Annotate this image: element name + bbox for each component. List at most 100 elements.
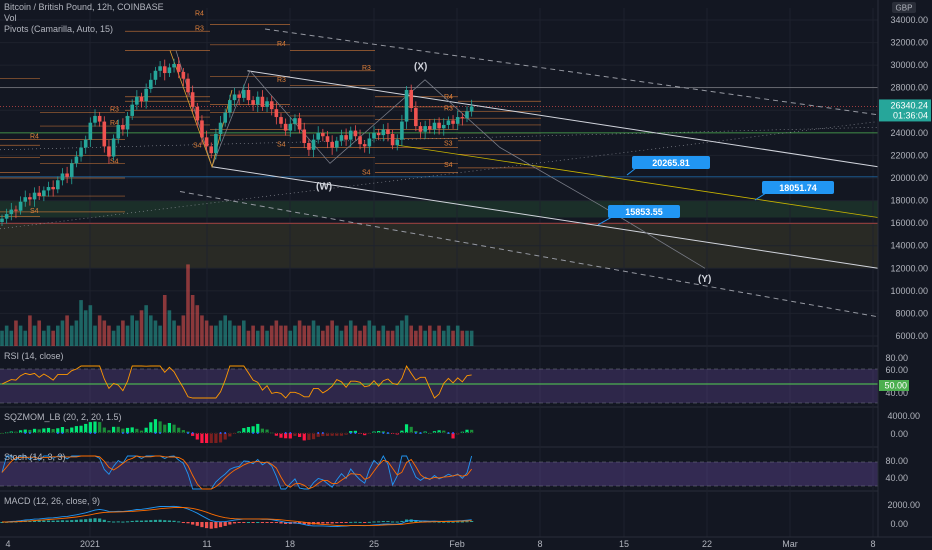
volume-bar [367,320,372,346]
volume-bar [404,315,409,346]
sqzmom-bar [339,433,344,436]
volume-bar [348,320,353,346]
candle-body [37,192,41,197]
volume-bar [446,325,451,346]
macd-histogram-bar [470,521,474,523]
volume-bar [437,325,441,346]
candle-body [149,79,153,89]
sqzmom-bar [51,429,55,433]
x-axis[interactable]: 4 2021 11 18 25 Feb 8 15 22 Mar 8 [0,536,932,549]
sqzmom-bar [279,433,283,438]
candle-body [69,163,74,177]
macd-histogram-bar [335,522,339,524]
volume-bar [274,320,279,346]
candle-body [51,187,55,190]
y-tick-label: 8000.00 [895,308,928,318]
volume-bar [460,330,465,346]
sqzmom-bar [32,428,37,433]
symbol-title[interactable]: Bitcoin / British Pound, 12h, COINBASE [4,2,164,12]
candle-body [437,122,441,129]
sqzmom-label[interactable]: SQZMOM_LB (20, 2, 20, 1.5) [4,412,122,422]
volume-bar [418,325,423,346]
candle-body [274,109,279,118]
callout-box [608,205,680,218]
dashed-upper [264,28,879,116]
candle-body [167,67,172,74]
macd-histogram-bar [205,522,209,529]
candle-body [432,122,437,130]
sqzmom-dot [317,432,320,434]
volume-bar [228,320,232,346]
candle-body [288,123,293,131]
candle-body [74,156,79,164]
macd-histogram-bar [102,519,106,522]
pivot-label: R4 [444,94,453,101]
stoch-d-line [1,455,473,490]
sqzmom-dot [233,432,236,434]
sqzmom-dot [303,432,306,434]
macd-histogram-bar [51,520,55,522]
sqzmom-bar [316,433,320,437]
macd-histogram-bar [377,521,381,523]
candle-body [139,96,144,102]
volume-bar [353,325,358,346]
macd-histogram-bar [298,522,302,524]
macd-histogram-bar [191,522,195,525]
volume-bar [395,325,400,346]
sqzmom-bar [79,425,83,433]
vol-label[interactable]: Vol [4,13,17,23]
macd-histogram-bar [256,521,260,523]
candle-body [339,135,344,141]
candle-body [232,94,237,101]
callout-value: 20265.81 [652,158,690,168]
macd-histogram-bar [112,521,116,523]
pivot-label: R4 [195,11,204,18]
sqzmom-dot [131,432,134,434]
stoch-label[interactable]: Stoch (14, 3, 3) [4,452,66,462]
sqzmom-bar [288,433,292,439]
macd-histogram-bar [437,521,441,523]
macd-label[interactable]: MACD (12, 26, close, 9) [4,496,101,506]
sqzmom-dot [52,432,55,434]
rsi-tick: 80.00 [885,353,908,363]
pivot-label: S4 [362,170,371,177]
trend-channel [0,28,879,318]
chart-legend[interactable]: Bitcoin / British Pound, 12h, COINBASE V… [4,2,164,35]
volume-bar [246,330,251,346]
y-tick-label: 6000.00 [895,331,928,341]
macd-histogram-bar [363,522,367,523]
pivots-label[interactable]: Pivots (Camarilla, Auto, 15) [4,24,114,34]
y-axis[interactable]: GBP34000.0032000.0030000.0028000.0026000… [877,0,932,550]
sqzmom-dot [396,432,399,434]
candle-body [404,89,409,122]
candle-body [116,124,121,139]
y-tick-label: 14000.00 [890,241,928,251]
rsi-label[interactable]: RSI (14, close) [4,351,64,361]
candle-body [42,190,46,197]
pivot-label: S3 [444,140,453,147]
candle-body [102,121,107,147]
macd-histogram-bar [242,522,246,523]
y-tick-label: 20000.00 [890,173,928,183]
candle-body [330,141,334,148]
volume-bar [102,320,107,346]
candle-body [353,130,358,137]
sqzmom-dot [159,432,162,434]
candle-body [446,120,451,125]
sqzmom-dot [121,432,124,434]
candle-body [358,136,362,145]
macd-histogram-bar [93,518,97,522]
sqzmom-dot [373,432,375,434]
y-tick-label: 30000.00 [890,60,928,70]
price-callouts[interactable]: 20265.81 18051.74 15853.55 [597,156,834,226]
pivot-label: S4 [110,158,119,165]
macd-histogram-bar [135,520,139,522]
candle-body [335,140,339,148]
volume-bar [316,325,320,346]
macd-histogram-bar [209,522,213,529]
candle-body [348,130,353,140]
sqzmom-dot [349,432,352,434]
y-tick-label: 24000.00 [890,128,928,138]
volume-bar [0,330,4,346]
